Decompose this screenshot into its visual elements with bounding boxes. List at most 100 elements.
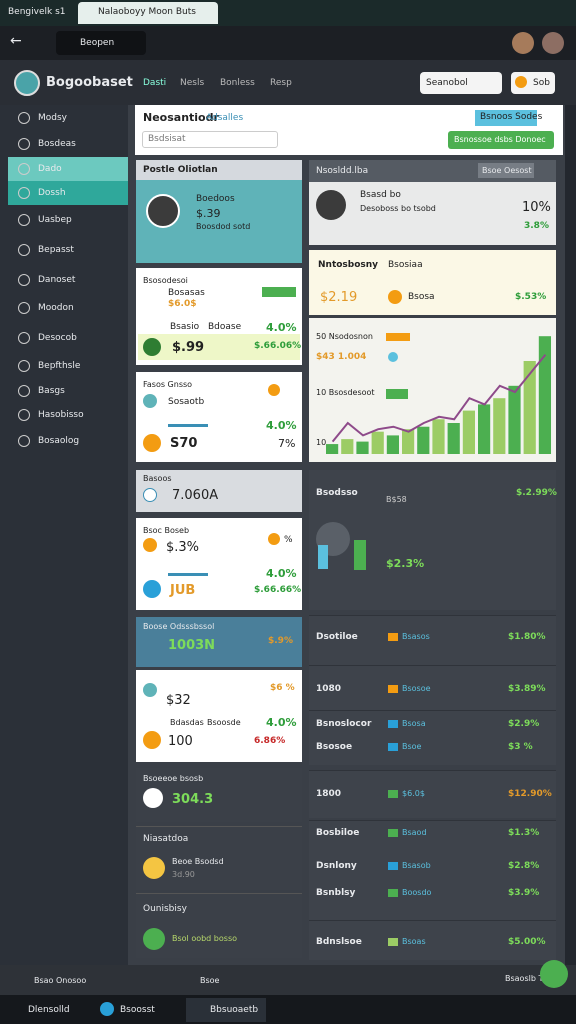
nav-icon	[18, 409, 30, 421]
badge[interactable]	[475, 110, 537, 126]
nav-icon	[18, 138, 30, 150]
text: Bsosiaa	[388, 260, 423, 270]
icon	[143, 683, 157, 697]
search[interactable]	[56, 31, 146, 55]
link[interactable]: Adsalles	[206, 113, 244, 123]
value: 1003N	[168, 638, 216, 653]
highlight	[138, 334, 300, 360]
panel-title: Bsodsso	[316, 488, 358, 498]
text: Bsol oobd bosso	[172, 934, 238, 943]
text: Boedoos	[196, 194, 235, 204]
nav-tab[interactable]: Bonless	[220, 78, 255, 88]
taskbar-item[interactable]: Bbsuoaetb	[210, 1005, 259, 1015]
nav-item[interactable]: Danoset	[38, 275, 76, 285]
card-title: Fasos Gnsso	[143, 380, 193, 389]
avatar[interactable]	[542, 32, 564, 54]
nav-item[interactable]: Dado	[38, 164, 62, 174]
text: B$58	[386, 495, 407, 504]
nav-tab[interactable]: Dasti	[143, 78, 167, 88]
button-text[interactable]: Bsnossoe dsbs Donoec	[454, 135, 546, 144]
badge-text[interactable]: Bsoe Oesost	[482, 166, 532, 175]
card	[136, 670, 302, 762]
card	[136, 768, 302, 822]
status-text: Bsoe	[200, 976, 220, 985]
value: $2.3%	[386, 557, 425, 570]
icon	[143, 731, 161, 749]
green-button[interactable]	[448, 131, 554, 149]
icon	[268, 384, 280, 396]
nav-icon	[18, 332, 30, 344]
icon	[143, 538, 157, 552]
back[interactable]: ←	[10, 33, 22, 49]
tab[interactable]: Bengivelk s1	[8, 7, 66, 17]
card-title: Bsosodesoi	[143, 276, 188, 285]
text: Bdoase	[208, 322, 242, 332]
row-text: Boosdo	[402, 888, 432, 897]
nav-item[interactable]: Moodon	[38, 303, 74, 313]
value: $.66.66%	[254, 585, 302, 595]
value: 4.0%	[266, 716, 297, 729]
status-text: Bsaoslb Totos	[505, 974, 560, 983]
logo	[14, 70, 40, 96]
dropdown-text[interactable]: Seanobol	[426, 78, 468, 88]
active-tab[interactable]	[78, 2, 218, 24]
value: 3.8%	[524, 221, 549, 231]
nav-item[interactable]: Bepasst	[38, 245, 74, 255]
tab[interactable]: Nalaoboyy Moon Buts	[98, 7, 196, 17]
value: $.39	[196, 207, 221, 220]
value: 4.0%	[266, 321, 297, 334]
button-text[interactable]: Sob	[533, 78, 550, 88]
nav-tab[interactable]: Nesls	[180, 78, 205, 88]
input-text[interactable]: Bsdsisat	[148, 134, 186, 144]
row-text: Bsoas	[402, 937, 426, 946]
icon[interactable]	[100, 1002, 114, 1016]
value: $6 %	[270, 683, 295, 693]
row-text: Bsosoe	[402, 684, 431, 693]
icon	[515, 76, 527, 88]
nav-icon	[18, 360, 30, 372]
nav-item[interactable]: Dossh	[38, 188, 66, 198]
toggle[interactable]	[262, 287, 296, 297]
nav-item[interactable]: Bosdeas	[38, 139, 76, 149]
nav-icon	[18, 385, 30, 397]
nav-item[interactable]: Desocob	[38, 333, 77, 343]
text: Bdasdas	[170, 718, 204, 727]
avatar	[146, 194, 180, 228]
nav-item[interactable]: Uasbep	[38, 215, 72, 225]
avatar	[143, 928, 165, 950]
row-text: Bsasos	[402, 632, 430, 641]
card-header	[136, 160, 302, 180]
bar	[402, 429, 415, 454]
brand: Bogoobaset	[46, 75, 133, 90]
text: Desoboss bo tsobd	[360, 204, 436, 213]
icon	[388, 352, 398, 362]
bar	[354, 540, 366, 570]
dropdown[interactable]	[420, 72, 502, 94]
bar	[356, 441, 369, 454]
bar	[318, 545, 328, 569]
nav-icon	[18, 163, 30, 175]
text: Bsosa	[408, 292, 435, 302]
nav-item[interactable]: Bosaolog	[38, 436, 80, 446]
search-text[interactable]: Beopen	[80, 38, 115, 48]
input[interactable]	[142, 131, 278, 148]
text: Sosaotb	[168, 397, 205, 407]
badge[interactable]	[478, 163, 534, 178]
nav-item[interactable]: Hasobisso	[38, 410, 84, 420]
fab[interactable]	[540, 960, 568, 988]
card	[136, 617, 302, 667]
nav-item[interactable]: Bepfthsle	[38, 361, 81, 371]
nav-item[interactable]: Modsy	[38, 113, 67, 123]
nav-item[interactable]: Basgs	[38, 386, 65, 396]
panel	[309, 470, 556, 610]
value: 4.0%	[266, 419, 297, 432]
nav-tab[interactable]: Resp	[270, 78, 292, 88]
taskbar-item[interactable]: Bsoosst	[120, 1005, 155, 1015]
nav-icon	[18, 435, 30, 447]
taskbar-item[interactable]: Dlensolld	[28, 1005, 70, 1015]
text: Bsoosde	[207, 718, 241, 727]
badge-text[interactable]: Bsnoos Sodes	[480, 112, 543, 122]
avatar[interactable]	[512, 32, 534, 54]
taskbar-active[interactable]	[186, 998, 266, 1022]
bar	[447, 423, 460, 454]
